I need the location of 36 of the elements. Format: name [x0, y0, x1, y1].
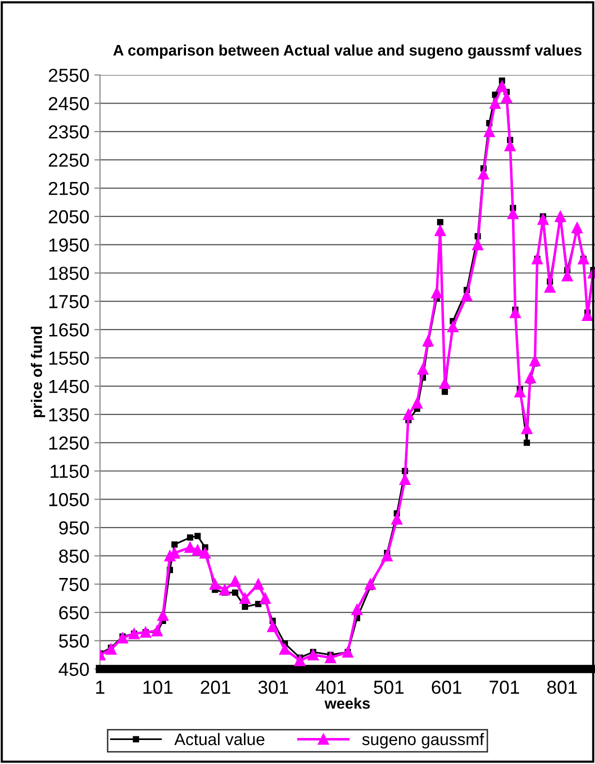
y-tick-label: 650 — [59, 606, 89, 620]
y-tick-label: 2150 — [48, 182, 89, 196]
y-tick-label: 950 — [59, 521, 89, 535]
y-tick-label: 2350 — [48, 125, 89, 139]
y-tick-label: 1750 — [49, 294, 89, 308]
y-tick-label: 850 — [59, 550, 89, 563]
legend-label: sugeno gaussmf — [362, 732, 484, 749]
y-tick-label: 550 — [59, 634, 89, 648]
chart-title: A comparison between Actual value and sugeno gaussmf values — [113, 44, 582, 59]
y-tick-label: 1450 — [49, 380, 89, 394]
y-tick-label: 1050 — [49, 492, 89, 506]
y-tick-label: 1650 — [49, 323, 89, 337]
y-tick-label: 1550 — [49, 352, 89, 365]
y-tick-label: 1850 — [49, 266, 89, 280]
y-axis-title: price of fund — [30, 326, 46, 418]
x-tick-label: 1 — [96, 680, 104, 694]
y-tick-label: 2250 — [48, 154, 89, 167]
legend-label: Actual value — [174, 732, 264, 746]
x-tick-label: 701 — [490, 680, 520, 694]
x-tick-label: 501 — [374, 680, 404, 694]
y-tick-label: 2050 — [48, 210, 89, 224]
y-tick-label: 2550 — [48, 68, 89, 82]
x-tick-label: 401 — [316, 680, 346, 694]
x-axis-title: weeks — [324, 698, 370, 709]
x-tick-label: 801 — [547, 680, 577, 694]
y-tick-label: 1950 — [49, 238, 89, 252]
y-tick-label: 1250 — [49, 436, 89, 450]
y-tick-label: 2450 — [48, 96, 89, 110]
y-tick-label: 450 — [58, 662, 89, 676]
y-tick-label: 750 — [59, 578, 89, 592]
x-tick-label: 601 — [432, 680, 462, 694]
x-tick-label: 201 — [200, 680, 230, 694]
x-tick-label: 301 — [258, 680, 288, 694]
x-tick-label: 101 — [144, 680, 172, 694]
y-tick-label: 1150 — [50, 464, 89, 478]
y-tick-label: 1350 — [49, 408, 89, 422]
